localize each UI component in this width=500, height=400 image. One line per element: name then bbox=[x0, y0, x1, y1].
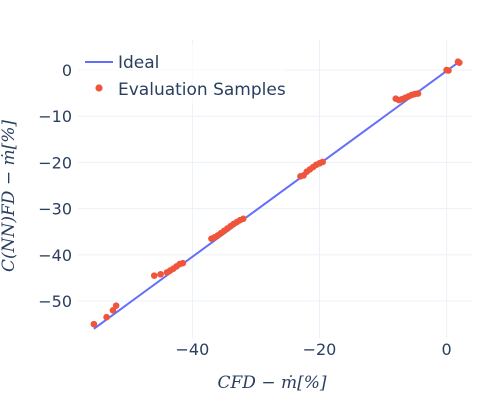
sample-point bbox=[179, 259, 187, 267]
sample-point bbox=[445, 67, 452, 74]
legend-samples-label: Evaluation Samples bbox=[118, 80, 286, 100]
x-tick-label: 0 bbox=[441, 340, 451, 359]
sample-point bbox=[150, 272, 158, 279]
y-tick-label: −40 bbox=[38, 246, 72, 265]
legend-ideal-label: Ideal bbox=[118, 53, 159, 73]
sample-point bbox=[414, 90, 422, 97]
series-layer bbox=[90, 58, 463, 330]
sample-point bbox=[455, 59, 463, 66]
legend-samples-swatch bbox=[95, 84, 103, 92]
x-tick-label: −20 bbox=[303, 340, 337, 359]
y-axis-title: C(NN)FD − ṁ[%] bbox=[0, 120, 19, 272]
sample-point bbox=[112, 302, 120, 309]
legend-background bbox=[80, 45, 285, 103]
sample-point bbox=[103, 313, 110, 321]
sample-point bbox=[90, 320, 98, 328]
y-tick-label: −50 bbox=[38, 292, 72, 311]
tick-labels: −40 −20 0 0 −10 −20 −30 −40 −50 bbox=[38, 61, 451, 359]
x-tick-label: −40 bbox=[176, 340, 210, 359]
y-tick-label: −30 bbox=[38, 200, 72, 219]
sample-point bbox=[157, 270, 164, 278]
y-tick-label: 0 bbox=[62, 61, 72, 80]
y-tick-label: −10 bbox=[38, 107, 72, 126]
legend[interactable]: Ideal Evaluation Samples bbox=[85, 53, 286, 100]
y-tick-label: −20 bbox=[38, 153, 72, 172]
sample-point bbox=[109, 306, 117, 314]
x-axis-title: CFD − ṁ[%] bbox=[217, 373, 326, 393]
sample-point bbox=[239, 215, 247, 223]
ideal-line bbox=[93, 60, 460, 330]
sample-point bbox=[319, 158, 326, 166]
